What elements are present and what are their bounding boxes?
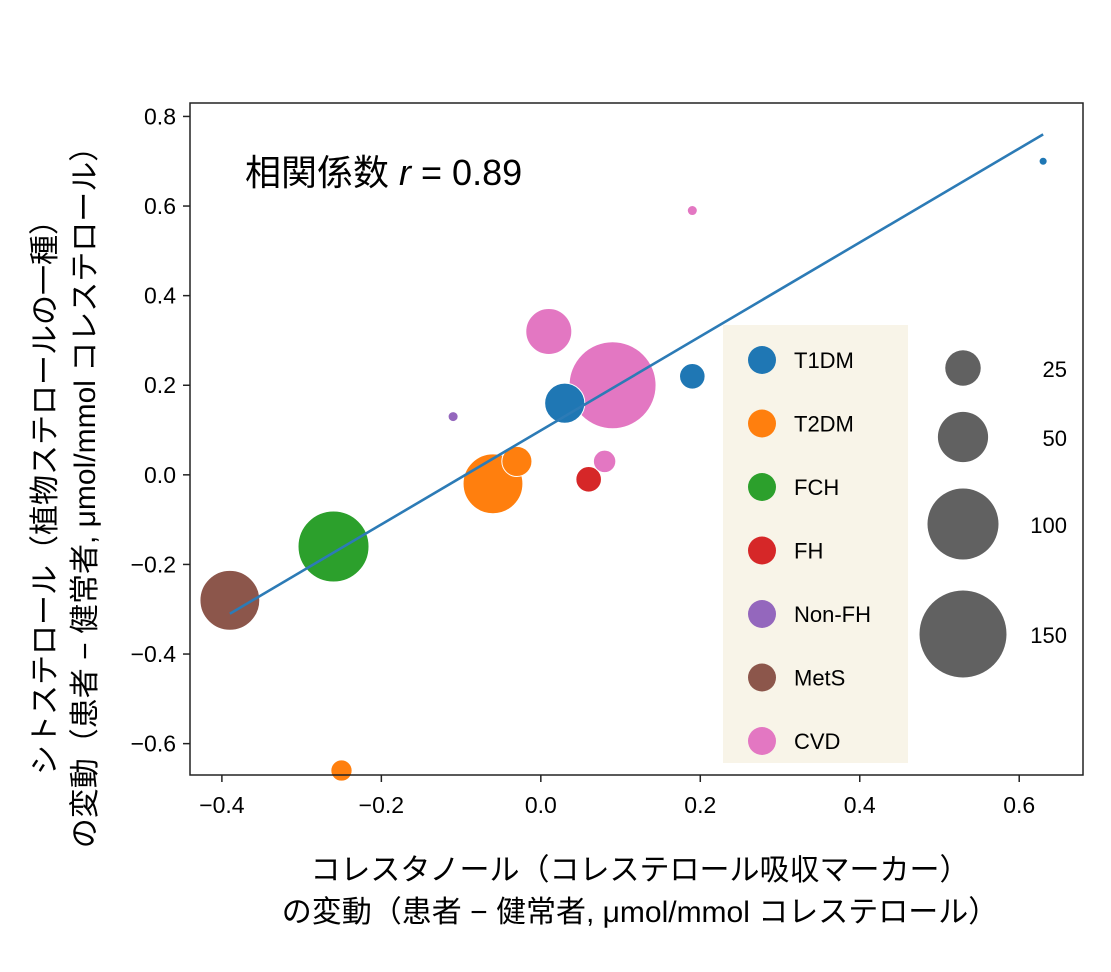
legend-marker-cvd (748, 727, 776, 755)
legend-label: T2DM (794, 412, 854, 437)
legend-label: MetS (794, 666, 845, 691)
x-axis-label: コレスタノール（コレステロール吸収マーカー） の変動（患者 − 健常者, μmo… (282, 854, 998, 929)
y-axis-label: シトステロール（植物ステロールの一種） の変動（患者 − 健常者, μmol/m… (29, 132, 102, 848)
x-tick-label: 0.2 (684, 792, 716, 818)
data-point-fh (575, 466, 602, 493)
group-legend: T1DM T2DM FCH FH Non-FH MetS CVD (748, 346, 871, 755)
x-tick-label: 0.6 (1003, 792, 1035, 818)
y-tick-label: 0.4 (144, 283, 176, 309)
legend-label: T1DM (794, 348, 854, 373)
data-point-t1dm (1038, 156, 1048, 166)
x-axis: −0.4 −0.2 0.0 0.2 0.4 0.6 (199, 775, 1035, 818)
data-point-t2dm (330, 759, 353, 782)
plot-frame (189, 102, 1084, 776)
size-legend-label: 150 (1030, 623, 1067, 648)
correlation-annotation: 相関係数 r = 0.89 (245, 152, 522, 193)
y-axis-label-line-2: の変動（患者 − 健常者, μmol/mmol コレステロール） (69, 132, 102, 848)
size-legend-label: 100 (1030, 513, 1067, 538)
legend-marker-mets (748, 663, 776, 692)
x-axis-label-line-1: コレスタノール（コレステロール吸収マーカー） (310, 854, 969, 887)
data-point-cvd (568, 341, 657, 430)
data-point-non-fh (447, 411, 459, 423)
x-tick-label: −0.4 (199, 792, 245, 818)
x-axis-label-line-2: の変動（患者 − 健常者, μmol/mmol コレステロール） (282, 896, 998, 929)
size-legend-marker (937, 411, 989, 463)
legend-label: Non-FH (794, 602, 871, 627)
size-legend: 25 50 100 150 (919, 350, 1067, 678)
legend-label: FH (794, 539, 823, 564)
y-tick-label: 0.6 (144, 193, 176, 219)
annotation-prefix: 相関係数 (245, 152, 399, 193)
data-point-cvd (592, 449, 617, 474)
x-tick-label: 0.0 (525, 792, 557, 818)
size-legend-marker (919, 590, 1007, 678)
legend-label: CVD (794, 729, 840, 754)
x-tick-label: −0.2 (359, 792, 404, 818)
y-tick-label: −0.4 (131, 641, 177, 667)
legend-marker-non-fh (748, 600, 776, 628)
data-point-t2dm (501, 445, 533, 477)
y-axis-label-line-1: シトステロール（植物ステロールの一種） (29, 205, 62, 775)
data-points (199, 156, 1048, 782)
data-point-t1dm (679, 362, 706, 390)
legend-marker-t2dm (748, 409, 776, 438)
data-point-mets (199, 569, 261, 631)
y-tick-label: 0.8 (144, 103, 176, 129)
y-axis: 0.8 0.6 0.4 0.2 0.0 −0.2 −0.4 −0.6 (131, 103, 190, 757)
legend-label: FCH (794, 475, 839, 500)
x-tick-label: 0.4 (844, 792, 876, 818)
size-legend-marker (945, 350, 981, 386)
annotation-value: = 0.89 (411, 152, 522, 193)
data-point-cvd (525, 307, 573, 355)
data-point-cvd (686, 204, 698, 217)
size-legend-label: 25 (1043, 357, 1067, 382)
y-tick-label: −0.6 (131, 731, 176, 757)
y-tick-label: −0.2 (131, 551, 176, 577)
size-legend-marker (927, 488, 999, 560)
data-point-fch (297, 510, 370, 583)
regression-line (229, 133, 1044, 615)
legend-marker-t1dm (748, 346, 776, 374)
y-tick-label: 0.2 (144, 372, 176, 398)
y-tick-label: 0.0 (144, 462, 176, 488)
legend-marker-fh (748, 536, 776, 565)
size-legend-label: 50 (1043, 426, 1067, 451)
legend-marker-fch (748, 473, 776, 501)
annotation-variable: r (399, 152, 413, 193)
